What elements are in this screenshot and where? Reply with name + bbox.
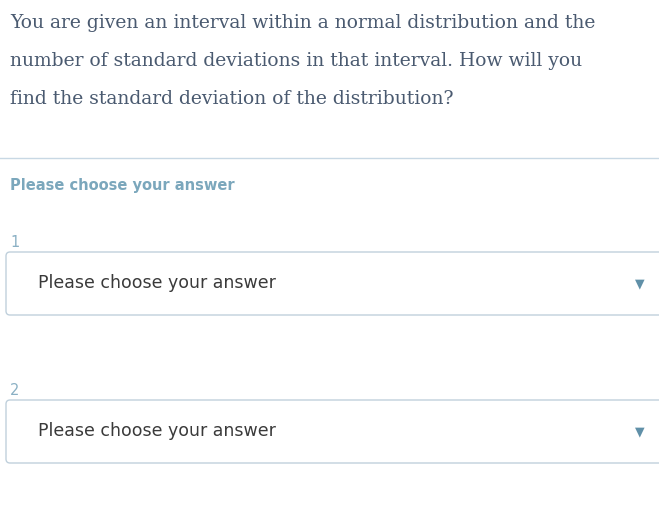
Text: ▼: ▼ bbox=[635, 425, 645, 438]
Text: ▼: ▼ bbox=[635, 277, 645, 290]
Text: number of standard deviations in that interval. How will you: number of standard deviations in that in… bbox=[10, 52, 582, 70]
Text: Please choose your answer: Please choose your answer bbox=[38, 422, 276, 440]
Text: Please choose your answer: Please choose your answer bbox=[10, 178, 235, 193]
Text: You are given an interval within a normal distribution and the: You are given an interval within a norma… bbox=[10, 14, 595, 32]
FancyBboxPatch shape bbox=[6, 252, 659, 315]
Text: Please choose your answer: Please choose your answer bbox=[38, 274, 276, 293]
Text: 2: 2 bbox=[10, 383, 19, 398]
Text: find the standard deviation of the distribution?: find the standard deviation of the distr… bbox=[10, 90, 453, 108]
FancyBboxPatch shape bbox=[6, 400, 659, 463]
Text: 1: 1 bbox=[10, 235, 19, 250]
